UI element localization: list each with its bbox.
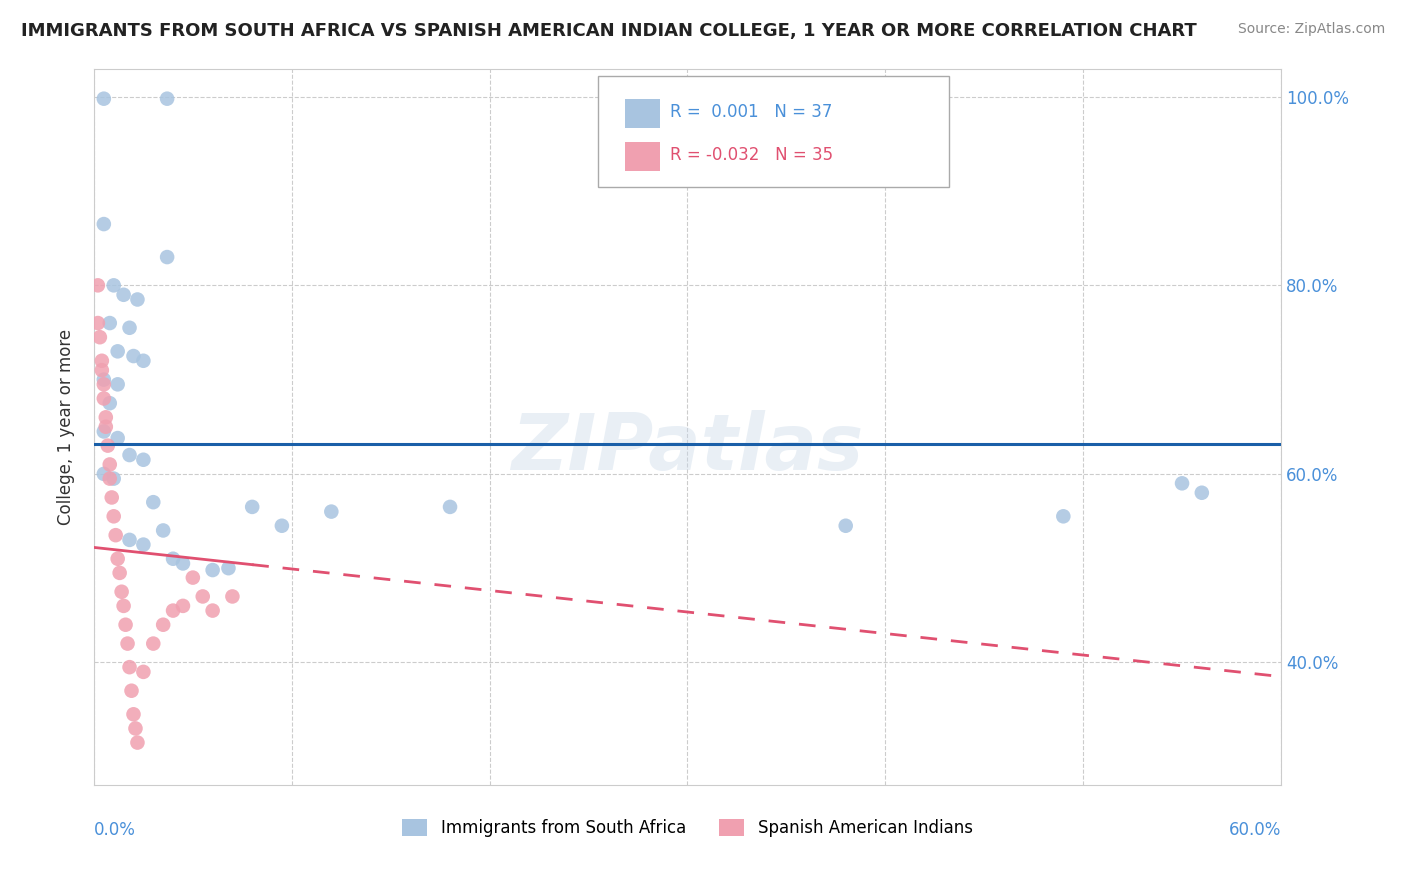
Point (152, 524, 174, 538)
Point (103, 278, 125, 293)
Text: 60.0%: 60.0% (1229, 821, 1281, 838)
Point (93, 425, 115, 439)
Point (114, 617, 136, 632)
Point (98, 396, 121, 410)
Point (191, 590, 214, 604)
Point (127, 735, 149, 749)
Point (162, 551, 184, 566)
Point (124, 722, 146, 736)
Point (132, 353, 155, 368)
Point (152, 617, 174, 632)
Text: Source: ZipAtlas.com: Source: ZipAtlas.com (1237, 22, 1385, 37)
Point (87, 316, 110, 330)
Point (118, 448, 141, 462)
Point (93, 377, 115, 392)
Point (103, 472, 125, 486)
Point (1171, 476, 1194, 491)
Point (107, 551, 129, 566)
Point (107, 377, 129, 392)
Point (142, 637, 165, 651)
Point (94, 410, 117, 425)
Point (117, 637, 139, 651)
Point (108, 566, 131, 580)
Point (111, 584, 134, 599)
Point (93, 92, 115, 106)
Bar (624, 143, 661, 171)
Point (103, 509, 125, 524)
Point (93, 373, 115, 387)
Point (121, 683, 143, 698)
Point (93, 467, 115, 481)
Point (162, 604, 184, 618)
Point (90, 353, 112, 368)
Point (201, 563, 224, 577)
Text: ZIPatlas: ZIPatlas (512, 410, 863, 486)
Point (118, 320, 141, 334)
Point (98, 472, 121, 486)
Point (94, 419, 117, 434)
Point (439, 500, 461, 514)
Point (122, 707, 145, 722)
Point (181, 571, 204, 585)
Point (93, 392, 115, 406)
Point (104, 528, 127, 542)
Bar (624, 99, 661, 128)
Point (100, 491, 122, 505)
Point (1052, 509, 1074, 524)
Point (87, 278, 110, 293)
Point (156, 92, 179, 106)
Point (90, 363, 112, 377)
Point (112, 599, 135, 613)
Point (172, 557, 194, 571)
Point (132, 538, 155, 552)
Point (118, 660, 141, 674)
FancyBboxPatch shape (599, 76, 949, 186)
Point (217, 561, 239, 575)
Point (835, 518, 858, 533)
Point (240, 500, 263, 514)
Text: R = -0.032   N = 35: R = -0.032 N = 35 (669, 146, 832, 164)
Point (107, 344, 129, 359)
Point (98, 458, 121, 472)
Point (118, 533, 141, 547)
Point (97, 439, 120, 453)
Point (112, 287, 135, 301)
Legend: Immigrants from South Africa, Spanish American Indians: Immigrants from South Africa, Spanish Am… (395, 813, 979, 844)
Text: R =  0.001   N = 37: R = 0.001 N = 37 (669, 103, 832, 121)
Point (93, 217, 115, 231)
Point (98, 316, 121, 330)
Point (132, 665, 155, 679)
Point (221, 590, 243, 604)
Text: 0.0%: 0.0% (94, 821, 136, 838)
Y-axis label: College, 1 year or more: College, 1 year or more (58, 328, 75, 524)
Point (127, 293, 149, 307)
Point (122, 349, 145, 363)
Point (132, 452, 155, 467)
Point (142, 495, 165, 509)
Point (107, 431, 129, 445)
Point (321, 505, 343, 519)
Point (89, 330, 111, 344)
Point (270, 518, 292, 533)
Point (156, 250, 179, 264)
Text: IMMIGRANTS FROM SOUTH AFRICA VS SPANISH AMERICAN INDIAN COLLEGE, 1 YEAR OR MORE : IMMIGRANTS FROM SOUTH AFRICA VS SPANISH … (21, 22, 1197, 40)
Point (172, 599, 194, 613)
Point (1191, 485, 1213, 500)
Point (201, 604, 224, 618)
